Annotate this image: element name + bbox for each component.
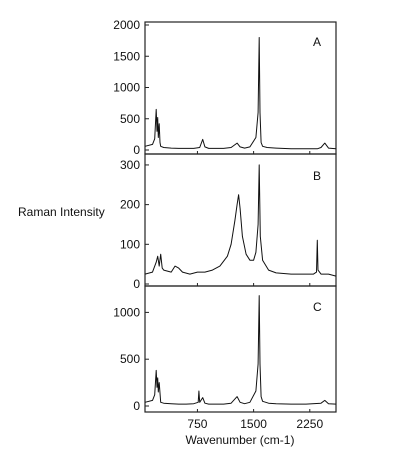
panel-a-y-tick-label: 500 — [120, 112, 140, 126]
panel-c-y-tick-label: 1000 — [113, 305, 140, 319]
panel-b-label: B — [313, 169, 321, 183]
panel-b-frame — [144, 153, 337, 287]
panel-c-y-tick-label: 500 — [120, 352, 140, 366]
x-tick-label: 2250 — [296, 417, 323, 431]
panel-a-spectrum-line — [144, 37, 337, 150]
x-axis-ticks: 750 1500 2250 — [187, 417, 323, 431]
panel-b-spectrum-line — [144, 164, 337, 277]
panel-b-y-tick-label: 100 — [120, 237, 140, 251]
panel-c-spectrum-line — [144, 295, 337, 405]
panel-b-y-tick-label: 200 — [120, 198, 140, 212]
panel-b-y-ticks: 300 200 100 0 — [120, 158, 311, 291]
panel-c-frame — [144, 285, 337, 413]
x-tick-label: 750 — [187, 417, 207, 431]
panel-c-y-tick-label: 0 — [133, 399, 140, 413]
panel-a: 2000 1500 1000 500 0 A — [113, 18, 337, 157]
panel-a-y-tick-label: 1000 — [113, 81, 140, 95]
panel-b: 300 200 100 0 B — [120, 153, 337, 291]
x-tick-label: 1500 — [240, 417, 267, 431]
panel-a-label: A — [313, 35, 321, 49]
panel-a-y-tick-label: 1500 — [113, 49, 140, 63]
panel-a-y-tick-label: 0 — [133, 143, 140, 157]
panel-c: 1000 500 0 C — [113, 285, 337, 413]
panel-b-y-tick-label: 0 — [133, 277, 140, 291]
panel-c-y-ticks: 1000 500 0 — [113, 305, 311, 413]
panel-a-frame — [144, 21, 337, 155]
panel-a-y-ticks: 2000 1500 1000 500 0 — [113, 18, 311, 157]
y-axis-label: Raman Intensity — [18, 205, 105, 219]
panel-a-y-tick-label: 2000 — [113, 18, 140, 32]
x-axis-label: Wavenumber (cm-1) — [186, 433, 295, 447]
panel-b-y-tick-label: 300 — [120, 158, 140, 172]
panel-c-label: C — [313, 300, 322, 314]
